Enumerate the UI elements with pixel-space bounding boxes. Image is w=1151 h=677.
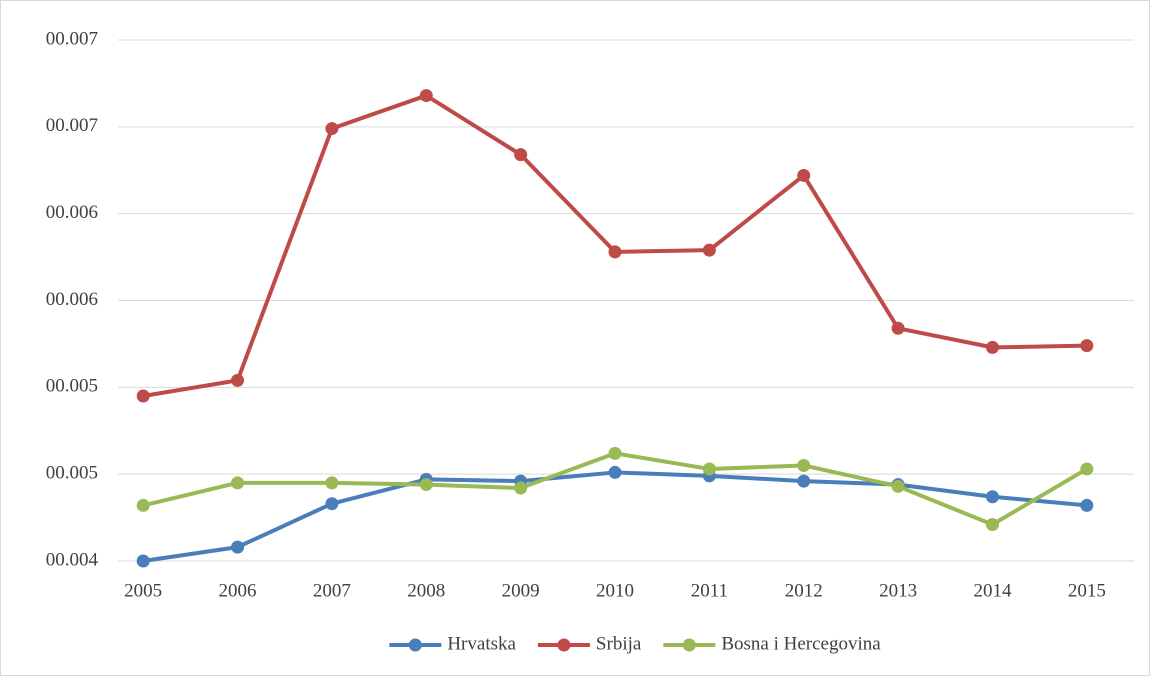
data-point	[891, 479, 905, 493]
data-point	[136, 389, 150, 403]
data-point	[608, 245, 622, 259]
legend-swatch-marker	[682, 638, 696, 652]
data-point	[514, 148, 528, 162]
legend-label: Srbija	[596, 633, 642, 654]
data-point	[985, 490, 999, 504]
data-point	[514, 481, 528, 495]
data-point	[797, 474, 811, 488]
data-point	[985, 518, 999, 532]
data-point	[1080, 339, 1094, 353]
data-point	[231, 540, 245, 554]
y-tick-label: 00.006	[46, 289, 98, 310]
data-point	[136, 498, 150, 512]
x-tick-label: 2011	[691, 580, 728, 601]
data-point	[419, 89, 433, 103]
data-point	[231, 373, 245, 387]
x-tick-label: 2010	[596, 580, 634, 601]
x-tick-label: 2007	[313, 580, 351, 601]
x-tick-label: 2006	[219, 580, 257, 601]
data-point	[419, 478, 433, 492]
data-point	[231, 476, 245, 490]
legend-swatch-marker	[557, 638, 571, 652]
data-point	[136, 554, 150, 568]
data-point	[325, 122, 339, 136]
data-point	[797, 458, 811, 472]
data-point	[608, 446, 622, 460]
y-tick-label: 00.004	[46, 549, 99, 570]
data-point	[608, 465, 622, 479]
data-point	[797, 168, 811, 182]
y-tick-label: 00.007	[46, 28, 98, 49]
x-tick-label: 2014	[973, 580, 1012, 601]
legend-label: Bosna i Hercegovina	[721, 633, 881, 654]
data-point	[1080, 462, 1094, 476]
y-tick-label: 00.007	[46, 115, 98, 136]
y-tick-label: 00.006	[46, 202, 98, 223]
data-point	[325, 497, 339, 511]
legend: Hrvatska Srbija Bosna i Hercegovina	[389, 633, 881, 654]
data-point	[702, 462, 716, 476]
y-tick-label: 00.005	[46, 463, 98, 484]
x-tick-label: 2008	[407, 580, 445, 601]
data-point	[891, 321, 905, 335]
data-point	[985, 340, 999, 354]
data-point	[1080, 498, 1094, 512]
x-tick-label: 2015	[1068, 580, 1106, 601]
legend-swatch-marker	[408, 638, 422, 652]
y-tick-label: 00.005	[46, 376, 98, 397]
x-tick-label: 2009	[502, 580, 540, 601]
x-tick-label: 2012	[785, 580, 823, 601]
data-point	[325, 476, 339, 490]
data-point	[702, 243, 716, 257]
x-tick-label: 2013	[879, 580, 917, 601]
legend-label: Hrvatska	[447, 633, 516, 654]
x-tick-label: 2005	[124, 580, 162, 601]
